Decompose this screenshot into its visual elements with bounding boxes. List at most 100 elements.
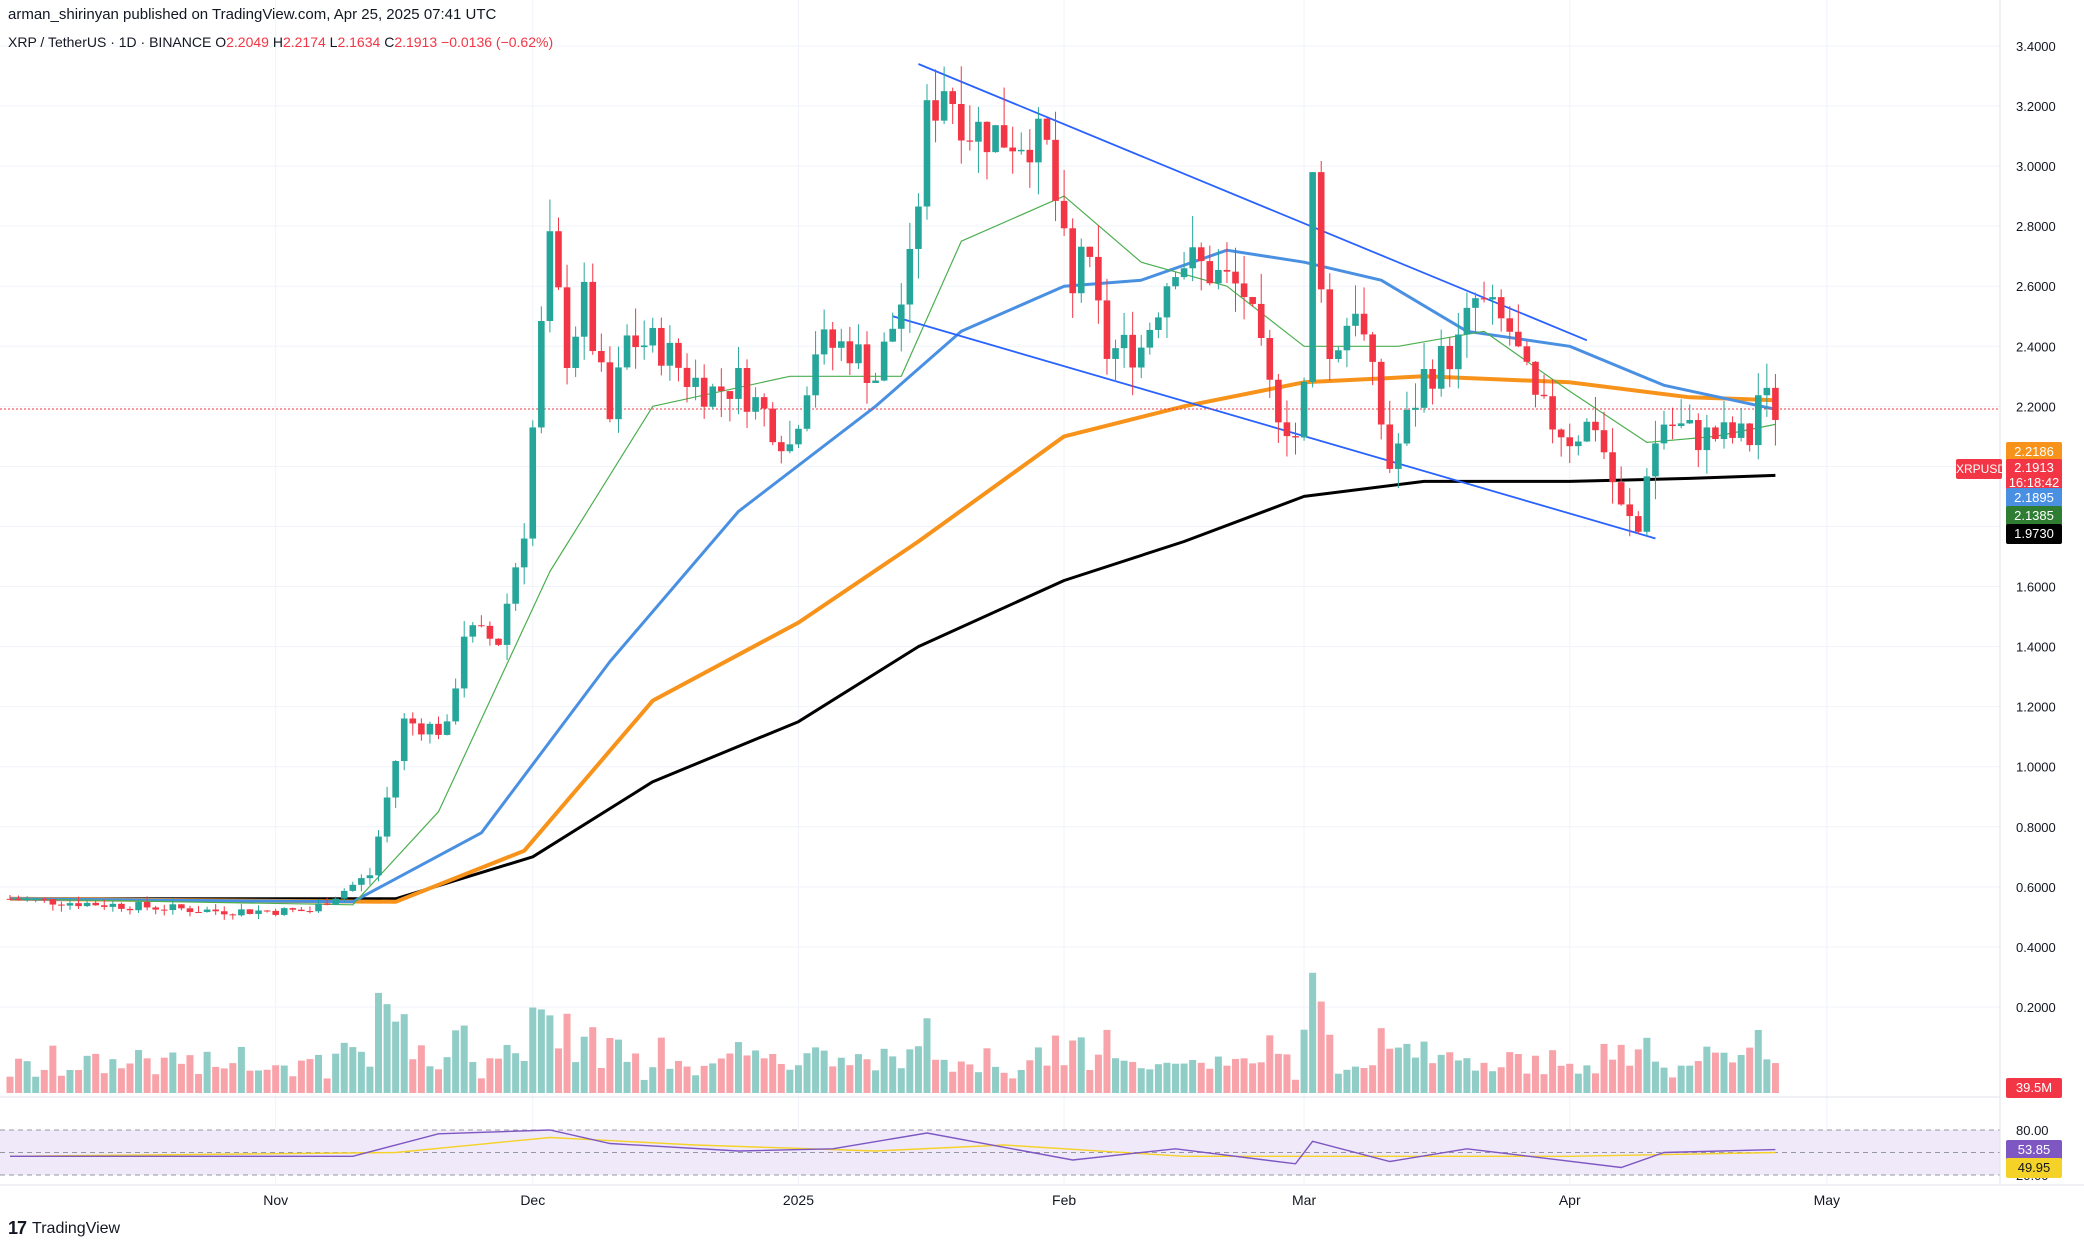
candlesticks[interactable]	[6, 66, 1779, 920]
volume-bar	[1411, 1057, 1419, 1093]
candle-body	[580, 281, 588, 337]
volume-bar	[1540, 1074, 1548, 1093]
candle-body	[1446, 345, 1454, 370]
candle-body	[829, 329, 837, 348]
candle-body	[615, 367, 622, 420]
volume-bar	[1232, 1058, 1240, 1093]
volume-bar	[1746, 1047, 1754, 1093]
last-price: 2.1913	[2014, 460, 2054, 475]
candle-body	[803, 395, 811, 429]
chart-grid	[0, 0, 2000, 1185]
candle-body	[1120, 334, 1128, 349]
volume-bar	[1480, 1062, 1488, 1093]
price-tick-label: 1.2000	[2016, 700, 2056, 715]
volume-bar	[1351, 1066, 1359, 1093]
volume-bar	[203, 1051, 211, 1093]
volume-bar	[1317, 1001, 1325, 1093]
candle-body	[1052, 139, 1059, 201]
price-tick-label: 0.2000	[2016, 1000, 2056, 1015]
volume-bar	[717, 1058, 725, 1093]
volume-bar	[777, 1063, 785, 1093]
volume-bar	[983, 1048, 991, 1093]
time-tick-label: Feb	[1052, 1192, 1076, 1208]
volume-bar	[580, 1036, 588, 1093]
volume-bar	[1077, 1037, 1085, 1093]
candle-body	[1369, 334, 1376, 362]
candle-body	[889, 328, 897, 342]
candle-body	[220, 911, 228, 915]
symbol-name[interactable]: XRP / TetherUS · 1D · BINANCE	[8, 34, 212, 50]
candle-body	[469, 625, 477, 637]
volume-bar	[794, 1065, 802, 1093]
volume-bar	[66, 1070, 74, 1093]
sma100-price-tag: 2.2186	[2006, 442, 2062, 462]
volume-bar	[1737, 1055, 1745, 1093]
volume-bar	[820, 1050, 828, 1093]
volume-bar	[863, 1059, 871, 1093]
volume-bar	[435, 1069, 442, 1093]
volume-bar	[974, 1072, 982, 1093]
candle-body	[1635, 516, 1642, 532]
volume-bar	[1720, 1052, 1728, 1093]
candle-body	[837, 341, 845, 348]
volume-bar	[1000, 1072, 1008, 1093]
candle-body	[940, 91, 948, 121]
volume-bar	[1609, 1059, 1617, 1093]
candle-body	[83, 902, 91, 907]
volume-bar	[1669, 1077, 1677, 1093]
volume-bar	[1334, 1073, 1342, 1093]
volume-bar	[1180, 1063, 1188, 1093]
candle-body	[1686, 420, 1694, 424]
candle-body	[1463, 307, 1471, 335]
candle-body	[1437, 345, 1445, 389]
volume-bar	[949, 1071, 957, 1093]
candle-body	[1163, 286, 1171, 318]
candle-body	[1583, 421, 1591, 442]
candle-body	[512, 567, 519, 604]
volume-bar	[409, 1059, 417, 1093]
volume-bar	[1274, 1053, 1282, 1093]
volume-bar	[1643, 1037, 1651, 1093]
candle-body	[435, 723, 442, 735]
sma20-price-tag: 2.1385	[2006, 506, 2062, 526]
volume-bar	[1686, 1065, 1694, 1093]
candle-body	[169, 904, 177, 911]
candle-body	[700, 377, 708, 407]
candle-body	[1429, 368, 1436, 389]
high-value: 2.2174	[282, 34, 326, 50]
volume-bar	[872, 1070, 880, 1093]
candle-body	[1575, 441, 1582, 447]
candle-body	[195, 912, 202, 914]
candle-body	[1617, 482, 1625, 505]
candle-body	[718, 386, 725, 392]
volume-bar	[1103, 1029, 1111, 1093]
volume-bar	[529, 1007, 537, 1093]
volume-bar	[880, 1048, 888, 1093]
volume-bar	[263, 1069, 271, 1093]
volume-bar	[1292, 1079, 1299, 1093]
candle-body	[1712, 427, 1719, 440]
volume-bar	[1223, 1065, 1231, 1093]
candle-body	[1754, 395, 1762, 446]
volume-bar	[1754, 1029, 1762, 1093]
price-tick-label: 3.0000	[2016, 159, 2056, 174]
time-tick-label: 2025	[783, 1192, 814, 1208]
candle-body	[383, 797, 391, 837]
candle-body	[1506, 318, 1514, 332]
volume-bar	[1600, 1043, 1608, 1093]
volume-bar	[452, 1030, 460, 1093]
volume-bar	[966, 1064, 974, 1093]
candle-body	[1455, 334, 1462, 370]
sma20-line	[9, 195, 1776, 906]
candle-body	[280, 908, 288, 915]
volume-bar	[92, 1053, 100, 1093]
candle-body	[15, 898, 22, 900]
volume-bar	[1137, 1068, 1145, 1093]
candle-body	[820, 329, 828, 355]
candle-body	[1763, 387, 1771, 396]
candle-body	[272, 910, 279, 915]
volume-bar	[1634, 1049, 1642, 1093]
tradingview-logo[interactable]: 17 TradingView	[8, 1218, 120, 1239]
volume-bar	[1326, 1034, 1334, 1093]
